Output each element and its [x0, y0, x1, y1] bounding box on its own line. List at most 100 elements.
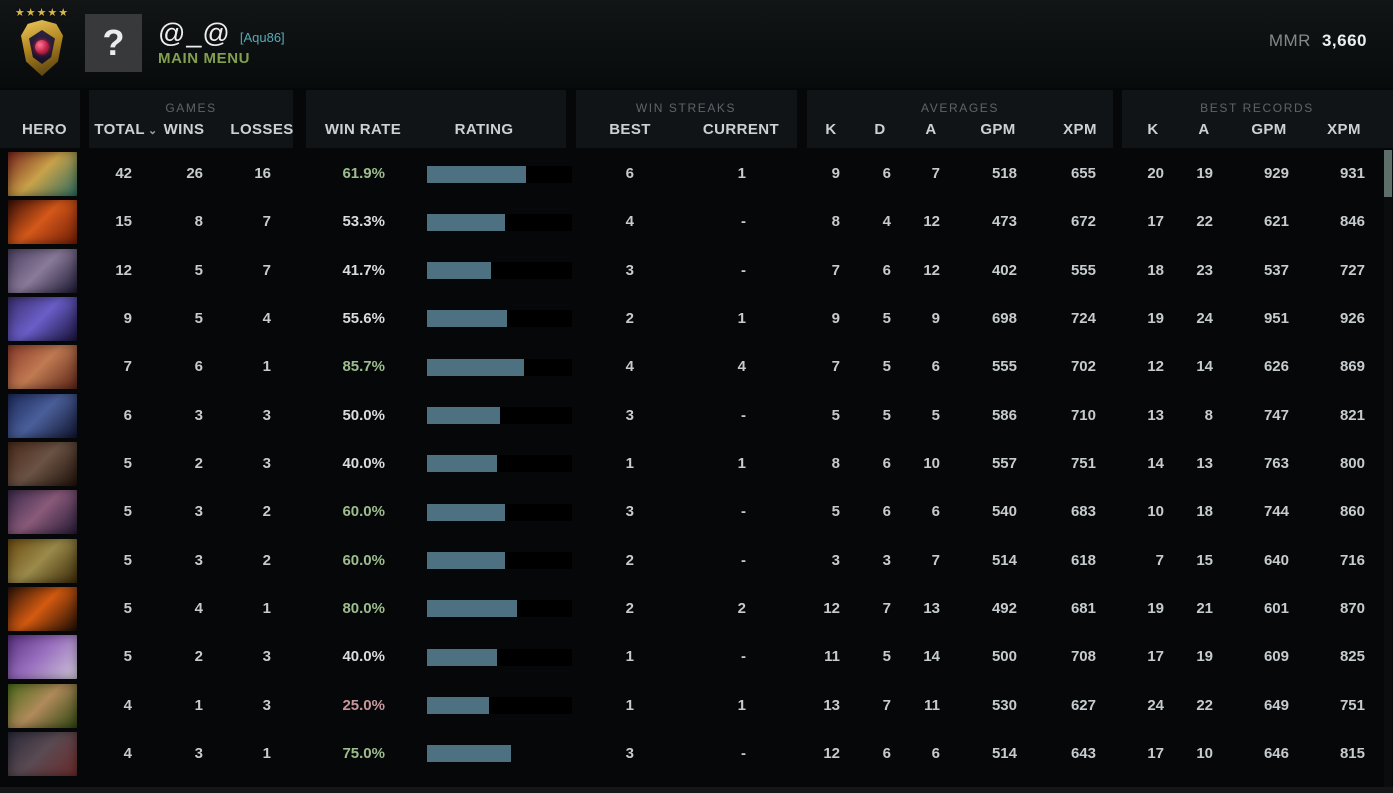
hero-10-portrait[interactable] [8, 586, 77, 631]
hero-row[interactable]: 4 3 1 75.0% 3 - 12 6 6 514 643 17 10 646… [0, 730, 1393, 778]
vertical-scrollbar-track[interactable] [1384, 150, 1392, 793]
hero-07-portrait[interactable] [8, 441, 77, 486]
hero-row[interactable]: 7 6 1 85.7% 4 4 7 5 6 555 702 12 14 626 … [0, 343, 1393, 391]
hero-row[interactable]: 5 2 3 40.0% 1 - 11 5 14 500 708 17 19 60… [0, 633, 1393, 681]
cell-rec-a: 23 [1196, 261, 1213, 279]
col-losses[interactable]: LOSSES [230, 121, 294, 138]
hero-row[interactable]: 12 5 7 41.7% 3 - 7 6 12 402 555 18 23 53… [0, 247, 1393, 295]
cell-streak-current: - [741, 744, 746, 762]
hero-11-portrait[interactable] [8, 635, 77, 680]
cell-rec-xpm: 825 [1339, 648, 1365, 666]
cell-losses: 7 [262, 213, 271, 231]
hero-row[interactable]: 9 5 4 55.6% 2 1 9 5 9 698 724 19 24 951 … [0, 295, 1393, 343]
hero-row[interactable]: 4 1 3 25.0% 1 1 13 7 11 530 627 24 22 64… [0, 682, 1393, 730]
hero-row[interactable]: 6 3 3 50.0% 3 - 5 5 5 586 710 13 8 747 8… [0, 392, 1393, 440]
hero-01-portrait[interactable] [8, 152, 77, 196]
mmr-value: 3,660 [1321, 31, 1367, 50]
cell-streak-current: 2 [737, 599, 746, 617]
hero-06-portrait[interactable] [8, 393, 77, 438]
col-rec-k[interactable]: K [1147, 121, 1159, 138]
cell-rec-xpm: 926 [1339, 309, 1365, 327]
rating-bar-fill [427, 213, 506, 231]
col-avg-d[interactable]: D [874, 121, 886, 138]
col-win-rate[interactable]: WIN RATE [324, 121, 402, 138]
cell-avg-k: 9 [831, 165, 840, 182]
cell-rec-a: 24 [1196, 309, 1213, 327]
hero-12-portrait[interactable] [8, 683, 77, 728]
hero-03-portrait[interactable] [8, 248, 77, 293]
cell-avg-d: 6 [882, 165, 891, 182]
cell-total: 7 [123, 358, 132, 376]
col-rec-a[interactable]: A [1198, 121, 1210, 138]
hero-05-portrait[interactable] [8, 345, 77, 390]
hero-row[interactable]: 5 3 2 60.0% 3 - 5 6 6 540 683 10 18 744 … [0, 488, 1393, 536]
col-total-sort[interactable]: TOTAL ⌄ [94, 121, 157, 138]
vertical-scrollbar-thumb[interactable] [1384, 150, 1392, 197]
top-bar: ★★★★★ ? @_@ [Aqu86] MAIN MENU MMR 3,660 [0, 0, 1393, 88]
hero-08-portrait[interactable] [8, 490, 77, 535]
col-rec-gpm[interactable]: GPM [1251, 121, 1287, 138]
cell-wins: 6 [194, 358, 203, 376]
hero-row[interactable]: 5 3 2 60.0% 2 - 3 3 7 514 618 7 15 640 7… [0, 537, 1393, 585]
cell-avg-k: 13 [823, 696, 840, 714]
hero-row[interactable]: 15 8 7 53.3% 4 - 8 4 12 473 672 17 22 62… [0, 198, 1393, 246]
player-name: @_@ [158, 18, 231, 48]
cell-avg-xpm: 643 [1070, 744, 1096, 762]
hero-row[interactable]: 5 4 1 80.0% 2 2 12 7 13 492 681 19 21 60… [0, 585, 1393, 633]
col-avg-a[interactable]: A [925, 121, 937, 138]
hero-09-portrait[interactable] [8, 538, 77, 583]
avatar-question-glyph: ? [102, 22, 125, 63]
cell-avg-gpm: 586 [991, 406, 1017, 424]
table-header: GAMES WIN STREAKS AVERAGES BEST RECORDS … [0, 88, 1393, 150]
hero-13-portrait[interactable] [8, 731, 77, 776]
cell-win-rate: 53.3% [342, 213, 385, 231]
cell-avg-d: 6 [882, 261, 891, 279]
main-menu-button[interactable]: MAIN MENU [158, 50, 251, 67]
cell-streak-current: - [741, 213, 746, 231]
cell-wins: 5 [194, 309, 203, 327]
hero-stats-table: 42 26 16 61.9% 6 1 9 6 7 518 655 20 19 9… [0, 150, 1393, 778]
col-avg-gpm[interactable]: GPM [980, 121, 1016, 138]
rating-bar [427, 407, 572, 425]
cell-streak-best: 3 [625, 744, 634, 762]
cell-win-rate: 25.0% [342, 696, 385, 714]
cell-losses: 16 [254, 165, 271, 182]
col-best[interactable]: BEST [609, 121, 651, 138]
col-avg-xpm[interactable]: XPM [1063, 121, 1097, 138]
player-avatar[interactable]: ? [85, 14, 142, 72]
rating-bar-fill [427, 262, 491, 280]
col-current[interactable]: CURRENT [702, 121, 780, 138]
cell-total: 4 [123, 744, 132, 762]
cell-avg-k: 8 [831, 213, 840, 231]
cell-total: 5 [123, 648, 132, 666]
cell-wins: 3 [194, 503, 203, 521]
hero-04-portrait[interactable] [8, 296, 77, 341]
header-panel-hero [0, 90, 80, 148]
rating-bar [427, 213, 572, 231]
hero-row[interactable]: 5 2 3 40.0% 1 1 8 6 10 557 751 14 13 763… [0, 440, 1393, 488]
cell-rec-xpm: 846 [1339, 213, 1365, 231]
rating-bar [427, 310, 572, 328]
cell-wins: 3 [194, 406, 203, 424]
cell-wins: 3 [194, 551, 203, 569]
col-rating[interactable]: RATING [454, 121, 514, 138]
rating-bar-fill [427, 697, 490, 715]
player-name-block: @_@ [Aqu86] MAIN MENU [158, 18, 285, 67]
cell-win-rate: 41.7% [342, 261, 385, 279]
header-panel-streaks [576, 90, 797, 148]
col-avg-k[interactable]: K [825, 121, 837, 138]
hero-02-portrait[interactable] [8, 200, 77, 245]
cell-rec-xpm: 815 [1339, 744, 1365, 762]
cell-rec-k: 19 [1147, 309, 1164, 327]
group-label-averages: AVERAGES [921, 101, 999, 115]
cell-rec-k: 14 [1147, 454, 1164, 472]
cell-losses: 1 [262, 358, 271, 376]
cell-rec-gpm: 626 [1263, 358, 1289, 376]
cell-rec-gpm: 640 [1263, 551, 1289, 569]
hero-row[interactable]: 42 26 16 61.9% 6 1 9 6 7 518 655 20 19 9… [0, 150, 1393, 198]
cell-avg-gpm: 555 [991, 358, 1017, 376]
cell-streak-best: 2 [625, 599, 634, 617]
cell-total: 6 [123, 406, 132, 424]
col-wins[interactable]: WINS [163, 121, 205, 138]
col-rec-xpm[interactable]: XPM [1327, 121, 1361, 138]
